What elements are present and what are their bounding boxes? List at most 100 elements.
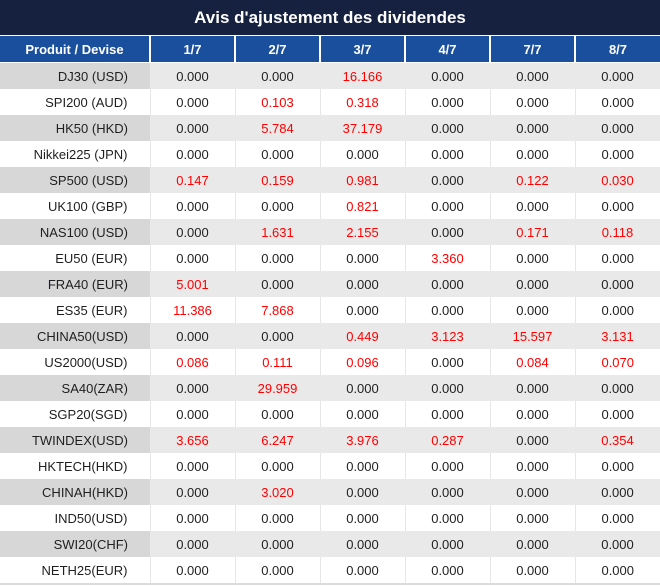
table-row: TWINDEX(USD) 3.656 6.247 3.976 0.287 0.000 0.3… bbox=[0, 427, 660, 453]
value-cell: 0.000 bbox=[574, 193, 660, 219]
value-cell: 0.000 bbox=[319, 453, 405, 479]
value-cell: 0.000 bbox=[489, 297, 575, 323]
value-cell: 0.000 bbox=[574, 89, 660, 115]
value-cell: 0.000 bbox=[575, 62, 660, 89]
value-cell: 0.000 bbox=[489, 505, 575, 531]
value-cell: 0.000 bbox=[575, 271, 660, 297]
value-cell: 6.247 bbox=[235, 427, 320, 453]
value-cell: 0.000 bbox=[234, 453, 320, 479]
value-cell: 0.000 bbox=[405, 115, 490, 141]
product-cell: SP500 (USD) bbox=[0, 167, 150, 193]
product-cell: CHINA50(USD) bbox=[0, 323, 150, 349]
value-cell: 0.000 bbox=[489, 89, 575, 115]
value-cell: 0.000 bbox=[405, 479, 490, 505]
value-cell: 0.030 bbox=[575, 167, 660, 193]
value-cell: 0.122 bbox=[490, 167, 575, 193]
value-cell: 0.000 bbox=[405, 375, 490, 401]
value-cell: 0.287 bbox=[405, 427, 490, 453]
value-cell: 0.000 bbox=[235, 62, 320, 89]
value-cell: 0.000 bbox=[320, 271, 405, 297]
value-cell: 0.000 bbox=[235, 323, 320, 349]
value-cell: 0.000 bbox=[149, 401, 235, 427]
value-cell: 0.000 bbox=[490, 531, 575, 557]
value-cell: 0.171 bbox=[490, 219, 575, 245]
product-cell: UK100 (GBP) bbox=[0, 193, 150, 219]
value-cell: 0.000 bbox=[150, 479, 235, 505]
product-cell: IND50(USD) bbox=[0, 505, 150, 531]
value-cell: 3.020 bbox=[235, 479, 320, 505]
value-cell: 0.000 bbox=[149, 193, 235, 219]
value-cell: 0.000 bbox=[574, 141, 660, 167]
value-cell: 0.000 bbox=[489, 193, 575, 219]
value-cell: 0.000 bbox=[234, 245, 320, 271]
value-cell: 0.000 bbox=[490, 115, 575, 141]
value-cell: 0.086 bbox=[149, 349, 235, 375]
value-cell: 0.000 bbox=[320, 531, 405, 557]
value-cell: 16.166 bbox=[320, 62, 405, 89]
value-cell: 0.000 bbox=[319, 297, 405, 323]
page-title: Avis d'ajustement des dividendes bbox=[0, 0, 660, 36]
value-cell: 0.000 bbox=[234, 193, 320, 219]
value-cell: 0.000 bbox=[490, 427, 575, 453]
table-row: DJ30 (USD) 0.000 0.000 16.166 0.000 0.000 0.00… bbox=[0, 62, 660, 89]
value-cell: 11.386 bbox=[149, 297, 235, 323]
value-cell: 3.123 bbox=[405, 323, 490, 349]
column-header-date: 3/7 bbox=[319, 36, 405, 63]
value-cell: 0.000 bbox=[319, 141, 405, 167]
value-cell: 0.000 bbox=[320, 375, 405, 401]
column-header-product: Produit / Devise bbox=[0, 36, 150, 63]
value-cell: 0.000 bbox=[404, 453, 490, 479]
value-cell: 0.000 bbox=[234, 505, 320, 531]
table-row: NETH25(EUR) 0.000 0.000 0.000 0.000 0.000 0.00… bbox=[0, 557, 660, 584]
product-cell: FRA40 (EUR) bbox=[0, 271, 150, 297]
product-cell: DJ30 (USD) bbox=[0, 62, 150, 89]
table-row: SGP20(SGD) 0.000 0.000 0.000 0.000 0.000 0.000 bbox=[0, 401, 660, 427]
value-cell: 0.354 bbox=[575, 427, 660, 453]
table-body: DJ30 (USD) 0.000 0.000 16.166 0.000 0.000 0.00… bbox=[0, 62, 660, 584]
value-cell: 0.821 bbox=[319, 193, 405, 219]
value-cell: 0.000 bbox=[489, 557, 575, 584]
product-cell: US2000(USD) bbox=[0, 349, 150, 375]
value-cell: 0.000 bbox=[489, 401, 575, 427]
value-cell: 0.000 bbox=[404, 401, 490, 427]
value-cell: 0.000 bbox=[404, 297, 490, 323]
value-cell: 0.000 bbox=[490, 62, 575, 89]
value-cell: 0.000 bbox=[150, 531, 235, 557]
product-cell: EU50 (EUR) bbox=[0, 245, 150, 271]
value-cell: 0.000 bbox=[405, 62, 490, 89]
value-cell: 0.000 bbox=[320, 479, 405, 505]
column-header-date: 7/7 bbox=[489, 36, 575, 63]
value-cell: 0.000 bbox=[575, 531, 660, 557]
value-cell: 0.084 bbox=[489, 349, 575, 375]
table-row: SP500 (USD) 0.147 0.159 0.981 0.000 0.122 0.03… bbox=[0, 167, 660, 193]
value-cell: 0.000 bbox=[150, 323, 235, 349]
column-header-date: 4/7 bbox=[404, 36, 490, 63]
value-cell: 0.000 bbox=[574, 401, 660, 427]
value-cell: 0.000 bbox=[575, 375, 660, 401]
value-cell: 0.000 bbox=[489, 453, 575, 479]
value-cell: 0.000 bbox=[404, 557, 490, 584]
value-cell: 0.000 bbox=[574, 297, 660, 323]
column-header-date: 1/7 bbox=[149, 36, 235, 63]
value-cell: 0.000 bbox=[319, 245, 405, 271]
value-cell: 7.868 bbox=[234, 297, 320, 323]
value-cell: 0.118 bbox=[575, 219, 660, 245]
value-cell: 0.000 bbox=[404, 193, 490, 219]
value-cell: 5.001 bbox=[150, 271, 235, 297]
value-cell: 29.959 bbox=[235, 375, 320, 401]
value-cell: 0.000 bbox=[405, 219, 490, 245]
value-cell: 0.000 bbox=[490, 479, 575, 505]
value-cell: 0.000 bbox=[404, 89, 490, 115]
value-cell: 3.656 bbox=[150, 427, 235, 453]
table-row: HK50 (HKD) 0.000 5.784 37.179 0.000 0.000 0.00… bbox=[0, 115, 660, 141]
value-cell: 0.096 bbox=[319, 349, 405, 375]
table-row: CHINA50(USD) 0.000 0.000 0.449 3.123 15.597 3.… bbox=[0, 323, 660, 349]
value-cell: 37.179 bbox=[320, 115, 405, 141]
value-cell: 0.000 bbox=[234, 557, 320, 584]
value-cell: 0.000 bbox=[489, 141, 575, 167]
value-cell: 0.000 bbox=[149, 89, 235, 115]
value-cell: 0.000 bbox=[574, 557, 660, 584]
value-cell: 0.000 bbox=[490, 271, 575, 297]
value-cell: 0.000 bbox=[150, 115, 235, 141]
value-cell: 0.000 bbox=[404, 141, 490, 167]
